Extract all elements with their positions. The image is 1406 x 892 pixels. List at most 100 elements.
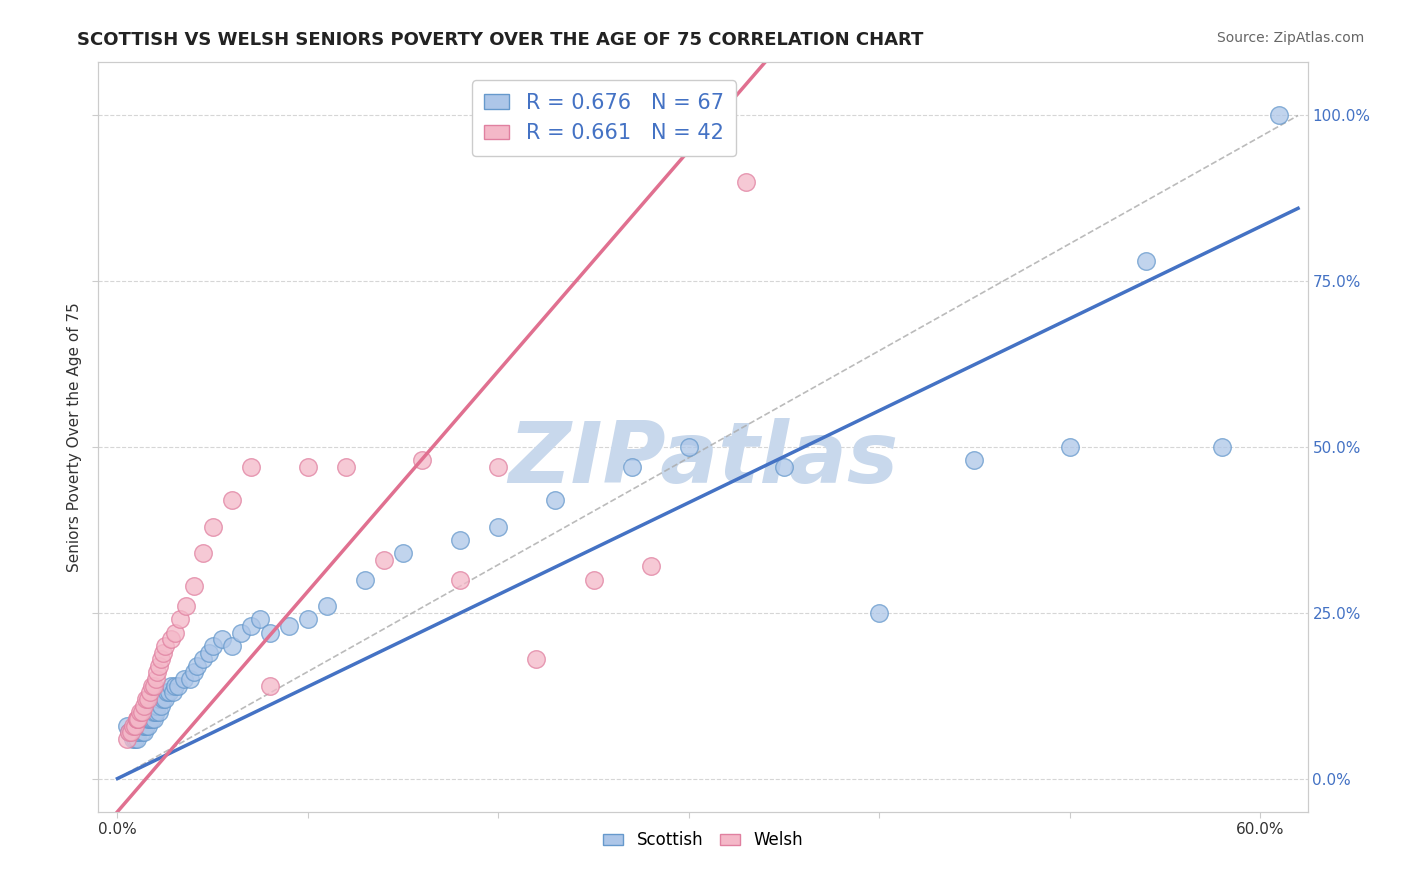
- Point: [231, 625, 253, 640]
- Point: [146, 665, 169, 680]
- Point: [146, 698, 169, 713]
- Point: [131, 725, 153, 739]
- Point: [1268, 108, 1291, 122]
- Point: [640, 559, 662, 574]
- Point: [139, 712, 162, 726]
- Point: [141, 705, 163, 719]
- Point: [153, 692, 176, 706]
- Point: [145, 672, 167, 686]
- Point: [145, 705, 167, 719]
- Point: [316, 599, 339, 614]
- Point: [297, 459, 319, 474]
- Point: [186, 658, 208, 673]
- Point: [131, 705, 153, 719]
- Point: [449, 533, 471, 547]
- Point: [157, 685, 180, 699]
- Point: [221, 639, 243, 653]
- Point: [124, 718, 146, 732]
- Point: [582, 573, 605, 587]
- Point: [118, 725, 141, 739]
- Point: [127, 725, 149, 739]
- Point: [259, 625, 281, 640]
- Point: [148, 705, 170, 719]
- Point: [174, 599, 197, 614]
- Point: [773, 459, 796, 474]
- Point: [191, 546, 214, 560]
- Text: Source: ZipAtlas.com: Source: ZipAtlas.com: [1216, 31, 1364, 45]
- Point: [335, 459, 357, 474]
- Point: [134, 725, 156, 739]
- Point: [239, 619, 262, 633]
- Y-axis label: Seniors Poverty Over the Age of 75: Seniors Poverty Over the Age of 75: [67, 302, 83, 572]
- Point: [239, 459, 262, 474]
- Point: [173, 672, 195, 686]
- Point: [129, 718, 152, 732]
- Point: [183, 579, 205, 593]
- Point: [124, 731, 146, 746]
- Point: [136, 692, 159, 706]
- Point: [125, 731, 148, 746]
- Point: [121, 731, 143, 746]
- Point: [1211, 440, 1233, 454]
- Point: [963, 453, 986, 467]
- Point: [163, 625, 186, 640]
- Point: [221, 493, 243, 508]
- Point: [259, 679, 281, 693]
- Point: [125, 725, 148, 739]
- Point: [191, 652, 214, 666]
- Point: [486, 519, 509, 533]
- Point: [134, 698, 156, 713]
- Point: [486, 459, 509, 474]
- Point: [392, 546, 415, 560]
- Text: SCOTTISH VS WELSH SENIORS POVERTY OVER THE AGE OF 75 CORRELATION CHART: SCOTTISH VS WELSH SENIORS POVERTY OVER T…: [77, 31, 924, 49]
- Point: [159, 632, 181, 647]
- Point: [120, 725, 142, 739]
- Point: [136, 718, 159, 732]
- Point: [153, 639, 176, 653]
- Point: [734, 175, 756, 189]
- Point: [620, 459, 643, 474]
- Point: [148, 692, 170, 706]
- Point: [141, 679, 163, 693]
- Point: [868, 606, 890, 620]
- Point: [201, 639, 224, 653]
- Text: ZIPatlas: ZIPatlas: [508, 418, 898, 501]
- Point: [354, 573, 377, 587]
- Point: [169, 612, 191, 626]
- Point: [120, 725, 142, 739]
- Point: [135, 718, 157, 732]
- Point: [121, 718, 143, 732]
- Point: [211, 632, 233, 647]
- Point: [297, 612, 319, 626]
- Point: [125, 712, 148, 726]
- Point: [159, 679, 181, 693]
- Point: [277, 619, 299, 633]
- Point: [135, 712, 157, 726]
- Point: [524, 652, 547, 666]
- Point: [127, 712, 149, 726]
- Point: [125, 712, 148, 726]
- Point: [135, 692, 157, 706]
- Point: [152, 692, 174, 706]
- Point: [134, 718, 156, 732]
- Point: [411, 453, 433, 467]
- Point: [115, 718, 138, 732]
- Legend: Scottish, Welsh: Scottish, Welsh: [596, 824, 810, 855]
- Point: [249, 612, 271, 626]
- Point: [449, 573, 471, 587]
- Point: [373, 553, 395, 567]
- Point: [198, 646, 221, 660]
- Point: [142, 712, 165, 726]
- Point: [167, 679, 190, 693]
- Point: [118, 725, 141, 739]
- Point: [152, 646, 174, 660]
- Point: [183, 665, 205, 680]
- Point: [150, 652, 173, 666]
- Point: [148, 658, 170, 673]
- Point: [1135, 254, 1157, 268]
- Point: [129, 718, 152, 732]
- Point: [136, 712, 159, 726]
- Point: [156, 685, 179, 699]
- Point: [179, 672, 201, 686]
- Point: [201, 519, 224, 533]
